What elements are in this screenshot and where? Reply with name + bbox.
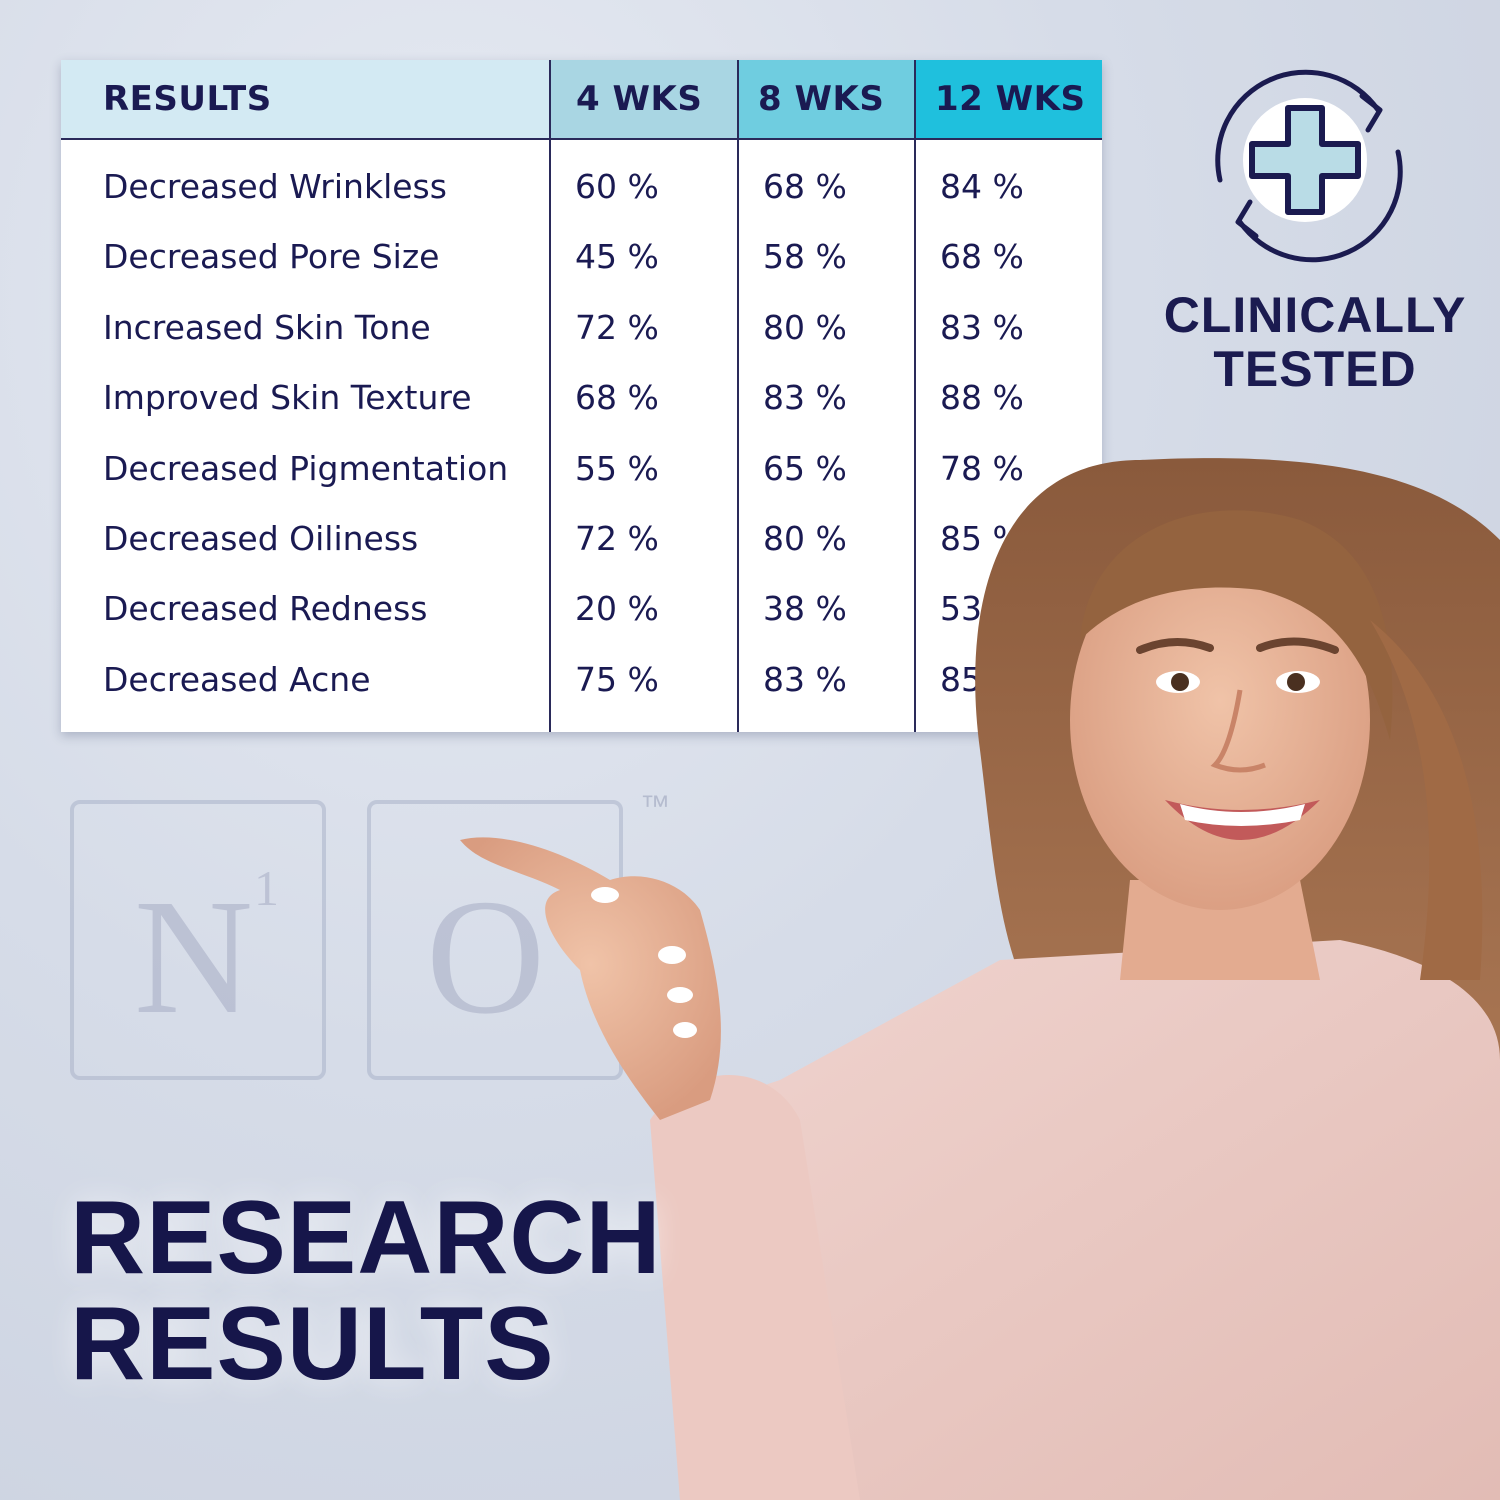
value-12-wks: 84 % (940, 167, 1024, 206)
value-8-wks: 80 % (763, 519, 847, 558)
table-row: Decreased Pigmentation 55 % 65 % 78 % (61, 434, 1102, 504)
table-row: Improved Skin Texture 68 % 83 % 88 % (61, 363, 1102, 433)
table-row: Decreased Pore Size 45 % 58 % 68 % (61, 222, 1102, 292)
value-8-wks: 83 % (763, 660, 847, 699)
logo-letter-n: N (134, 865, 254, 1048)
trademark-symbol: ™ (640, 790, 670, 823)
logo-letter-o: O (426, 865, 546, 1048)
table-row: Decreased Redness 20 % 38 % 53% (61, 574, 1102, 644)
row-label: Decreased Pore Size (103, 237, 440, 276)
value-4-wks: 45 % (575, 237, 659, 276)
value-12-wks: 78 % (940, 449, 1024, 488)
row-label: Decreased Acne (103, 660, 371, 699)
header-8-wks: 8 WKS (738, 60, 915, 138)
header-divider (61, 138, 1102, 140)
badge-line-1: CLINICALLY (1163, 287, 1467, 343)
value-4-wks: 20 % (575, 589, 659, 628)
headline-line-2: RESULTS (70, 1286, 555, 1402)
research-results-headline: RESEARCH RESULTS (70, 1185, 662, 1397)
smiling-woman-pointing-photo (460, 458, 1500, 1500)
table-row: Decreased Oiliness 72 % 80 % 85 % (61, 504, 1102, 574)
value-4-wks: 55 % (575, 449, 659, 488)
column-divider (914, 60, 916, 732)
value-8-wks: 58 % (763, 237, 847, 276)
column-divider (549, 60, 551, 732)
value-4-wks: 72 % (575, 308, 659, 347)
headline-line-1: RESEARCH (70, 1180, 662, 1296)
row-label: Decreased Pigmentation (103, 449, 509, 488)
column-divider (737, 60, 739, 732)
value-4-wks: 60 % (575, 167, 659, 206)
value-8-wks: 65 % (763, 449, 847, 488)
row-label: Increased Skin Tone (103, 308, 431, 347)
value-8-wks: 38 % (763, 589, 847, 628)
value-8-wks: 80 % (763, 308, 847, 347)
row-label: Improved Skin Texture (103, 378, 472, 417)
value-12-wks: 83 % (940, 308, 1024, 347)
value-8-wks: 68 % (763, 167, 847, 206)
value-4-wks: 75 % (575, 660, 659, 699)
value-4-wks: 72 % (575, 519, 659, 558)
row-label: Decreased Redness (103, 589, 428, 628)
value-8-wks: 83 % (763, 378, 847, 417)
medical-cross-refresh-icon (1215, 69, 1403, 263)
row-label: Decreased Wrinkless (103, 167, 447, 206)
logo-superscript: 1 (254, 860, 279, 916)
value-4-wks: 68 % (575, 378, 659, 417)
header-12-wks: 12 WKS (915, 60, 1102, 138)
row-label: Decreased Oiliness (103, 519, 419, 558)
value-12-wks: 68 % (940, 237, 1024, 276)
header-results: RESULTS (61, 60, 550, 138)
logo-tile-n: N 1 (70, 800, 326, 1080)
table-row: Increased Skin Tone 72 % 80 % 83 % (61, 293, 1102, 363)
clinically-tested-label: CLINICALLY TESTED (1130, 288, 1500, 396)
header-4-wks: 4 WKS (550, 60, 738, 138)
value-12-wks: 88 % (940, 378, 1024, 417)
badge-line-2: TESTED (1213, 341, 1417, 397)
table-row: Decreased Wrinkless 60 % 68 % 84 % (61, 152, 1102, 222)
